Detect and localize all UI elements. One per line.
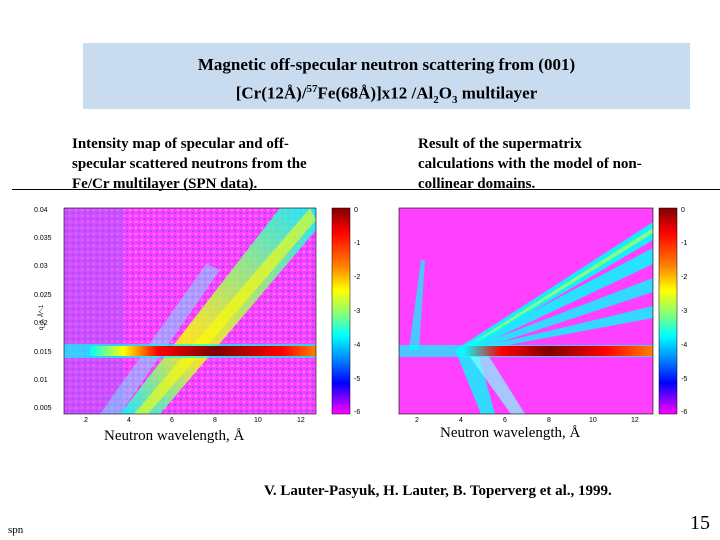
right-xtick: 4 (459, 417, 463, 424)
left-cbar-tick: -6 (354, 409, 360, 416)
title-line-2-part-b: Fe(68Å)]x12 /Al (317, 83, 434, 103)
left-panel-caption: Intensity map of specular and off-specul… (72, 136, 307, 192)
right-cbar-tick: -3 (681, 308, 687, 315)
left-xtick: 4 (127, 417, 131, 424)
left-cbar-tick: -2 (354, 274, 360, 281)
right-xtick: 10 (589, 417, 597, 424)
title-line-1: Magnetic off-specular neutron scattering… (197, 55, 576, 74)
right-panel-caption: Result of the supermatrix calculations w… (418, 136, 642, 192)
left-ytick: 0.035 (34, 235, 52, 242)
right-cbar-tick: -4 (681, 342, 687, 349)
title-subscript-2: 2 (433, 94, 439, 107)
left-cbar-tick: 0 (354, 207, 358, 214)
left-cbar-tick: -1 (354, 240, 360, 247)
right-cbar-tick: -5 (681, 376, 687, 383)
divider-line (12, 189, 720, 190)
left-colorbar (331, 207, 351, 415)
left-ytick: 0.005 (34, 405, 52, 412)
left-cbar-tick: -4 (354, 342, 360, 349)
left-cbar-tick: -5 (354, 376, 360, 383)
left-ytick: 0.04 (34, 207, 48, 214)
left-xtick: 12 (297, 417, 305, 424)
left-xtick: 2 (84, 417, 88, 424)
right-cbar-tick: 0 (681, 207, 685, 214)
left-xlabel: Neutron wavelength, Å (104, 428, 245, 444)
left-ytick: 0.025 (34, 292, 52, 299)
left-ytick: 0.02 (34, 320, 48, 327)
left-ytick: 0.03 (34, 263, 48, 270)
right-cbar-tick: -6 (681, 409, 687, 416)
right-xtick: 12 (631, 417, 639, 424)
right-xtick: 8 (547, 417, 551, 424)
title-box: Magnetic off-specular neutron scattering… (83, 43, 690, 109)
left-intensity-map: 0.04 0.035 0.03 0.025 0.02 0.015 0.01 0.… (34, 207, 360, 424)
right-colorbar-ticks: 0 -1 -2 -3 -4 -5 -6 (681, 207, 687, 416)
title-subscript-3: 3 (451, 94, 458, 107)
title-line-2-part-a: [Cr(12Å)/ (235, 83, 307, 103)
right-cbar-tick: -2 (681, 274, 687, 281)
left-map-x-ticks: 2 4 6 8 10 12 (84, 417, 305, 424)
right-simulation-map: 2 4 6 8 10 12 0 -1 -2 -3 -4 -5 -6 (398, 207, 687, 424)
left-xtick: 10 (254, 417, 262, 424)
title-isotope-superscript: 57 (306, 83, 318, 95)
left-xtick: 8 (213, 417, 217, 424)
left-map-y-ticks: 0.04 0.035 0.03 0.025 0.02 0.015 0.01 0.… (34, 207, 52, 412)
left-ytick: 0.01 (34, 377, 48, 384)
right-xtick: 2 (415, 417, 419, 424)
left-map-ylabel: q_z, Å^-1 (38, 304, 45, 330)
page-number: 15 (690, 512, 710, 534)
right-colorbar (658, 207, 678, 415)
right-map-x-ticks: 2 4 6 8 10 12 (415, 417, 639, 424)
right-xlabel: Neutron wavelength, Å (440, 425, 581, 441)
right-cbar-tick: -1 (681, 240, 687, 247)
left-cbar-tick: -3 (354, 308, 360, 315)
left-xtick: 6 (170, 417, 174, 424)
citation: V. Lauter-Pasyuk, H. Lauter, B. Toperver… (264, 483, 612, 499)
title-line-2-part-d: multilayer (457, 83, 538, 103)
right-xtick: 6 (503, 417, 507, 424)
footer-label: spn (8, 524, 24, 536)
title-line-2: [Cr(12Å)/57Fe(68Å)]x12 /Al2O3 multilayer (83, 83, 690, 106)
left-colorbar-ticks: 0 -1 -2 -3 -4 -5 -6 (354, 207, 360, 416)
left-ytick: 0.015 (34, 349, 52, 356)
title-line-2-part-c: O (438, 83, 452, 103)
